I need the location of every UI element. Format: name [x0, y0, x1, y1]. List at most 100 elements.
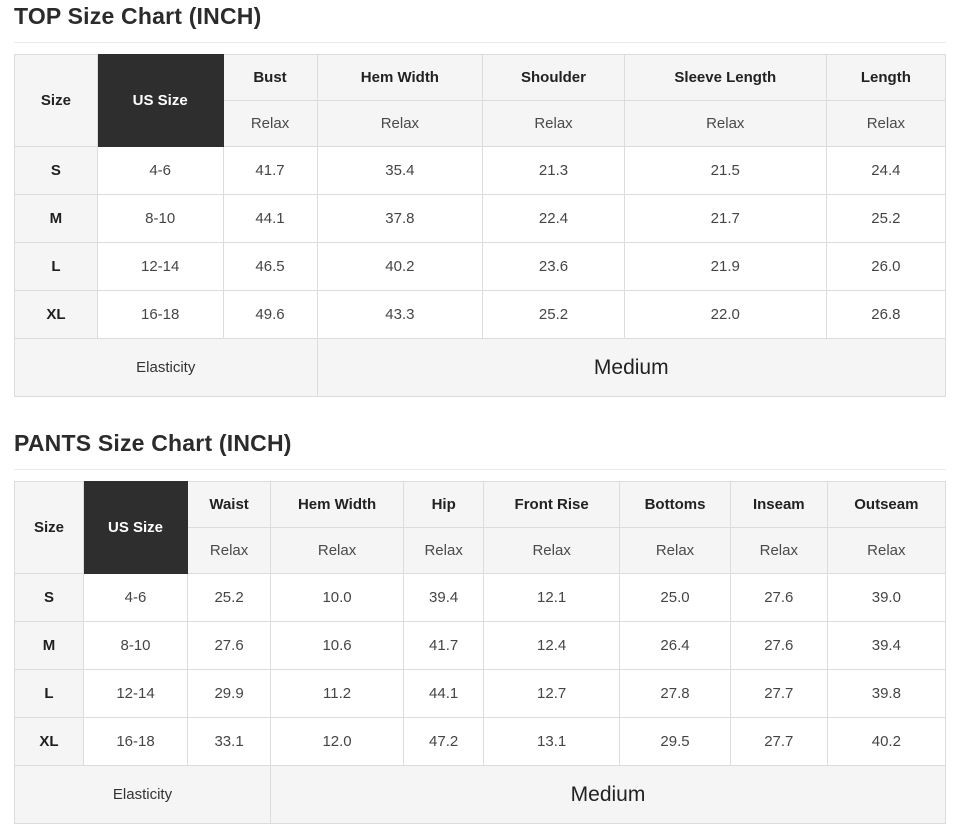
size-label: M	[14, 194, 98, 243]
measurement-value: 10.0	[269, 573, 405, 622]
measurement-value: 35.4	[316, 146, 484, 195]
measurement-value: 41.7	[222, 146, 318, 195]
us-size-value: 4-6	[96, 146, 224, 195]
elasticity-value: Medium	[270, 765, 946, 824]
measurement-value: 24.4	[825, 146, 947, 195]
size-column-header: Size	[14, 54, 98, 147]
measurement-value: 26.4	[619, 621, 731, 670]
fit-type-cell: Relax	[729, 527, 828, 574]
measurement-value: 40.2	[826, 717, 947, 766]
size-label: XL	[14, 290, 98, 339]
measurement-value: 27.6	[729, 573, 828, 622]
measurement-value: 11.2	[269, 669, 405, 718]
measurement-value: 21.7	[623, 194, 827, 243]
us-size-value: 12-14	[96, 242, 224, 291]
measurement-value: 39.8	[826, 669, 947, 718]
fit-type-cell: Relax	[826, 527, 947, 574]
measurement-value: 44.1	[403, 669, 485, 718]
table-row-xl: XL 16-18 49.6 43.3 25.2 22.0 26.8	[14, 290, 947, 339]
measurement-value: 13.1	[483, 717, 621, 766]
top-size-chart-section: TOP Size Chart (INCH) Size US Size Bust …	[14, 3, 947, 397]
measurement-value: 29.9	[187, 669, 271, 718]
column-header-front-rise: Front Rise	[483, 481, 621, 528]
us-size-value: 16-18	[82, 717, 189, 766]
pants-chart-title: PANTS Size Chart (INCH)	[14, 430, 292, 456]
measurement-value: 37.8	[316, 194, 484, 243]
measurement-value: 25.2	[825, 194, 947, 243]
size-label: S	[14, 573, 84, 622]
measurement-value: 12.0	[269, 717, 405, 766]
measurement-value: 27.6	[729, 621, 828, 670]
title-divider	[14, 42, 946, 43]
top-size-table: Size US Size Bust Hem Width Shoulder Sle…	[14, 54, 947, 397]
size-label: XL	[14, 717, 84, 766]
us-size-value: 8-10	[82, 621, 189, 670]
measurement-value: 25.2	[482, 290, 625, 339]
table-row-s: S 4-6 25.2 10.0 39.4 12.1 25.0 27.6 39.0	[14, 573, 947, 622]
measurement-value: 27.6	[187, 621, 271, 670]
measurement-value: 23.6	[482, 242, 625, 291]
table-row-m: M 8-10 27.6 10.6 41.7 12.4 26.4 27.6 39.…	[14, 621, 947, 670]
elasticity-row: Elasticity Medium	[14, 765, 946, 824]
measurement-value: 44.1	[222, 194, 318, 243]
header-row-measures: Size US Size Bust Hem Width Shoulder Sle…	[14, 54, 947, 147]
table-row-l: L 12-14 46.5 40.2 23.6 21.9 26.0	[14, 242, 947, 291]
measurement-value: 22.4	[482, 194, 625, 243]
measurement-value: 12.1	[483, 573, 621, 622]
title-divider	[14, 469, 946, 470]
column-header-hem-width: Hem Width	[269, 481, 405, 528]
elasticity-value: Medium	[316, 338, 947, 397]
fit-type-cell: Relax	[269, 527, 405, 574]
column-header-outseam: Outseam	[826, 481, 947, 528]
header-row-fit: Relax Relax Relax Relax Relax Relax Rela…	[15, 527, 947, 574]
us-size-value: 8-10	[96, 194, 224, 243]
size-label: S	[14, 146, 98, 195]
column-header-inseam: Inseam	[729, 481, 828, 528]
size-label: L	[14, 242, 98, 291]
column-header-bottoms: Bottoms	[619, 481, 731, 528]
column-header-hip: Hip	[403, 481, 485, 528]
elasticity-label: Elasticity	[14, 765, 271, 824]
measurement-value: 49.6	[222, 290, 318, 339]
size-column-header: Size	[14, 481, 84, 574]
header-row-measures: Size US Size Waist Hem Width Hip Front R…	[14, 481, 947, 574]
header-row-fit: Relax Relax Relax Relax Relax	[15, 100, 947, 147]
table-row-s: S 4-6 41.7 35.4 21.3 21.5 24.4	[14, 146, 947, 195]
column-header-hem-width: Hem Width	[316, 54, 484, 101]
column-header-length: Length	[825, 54, 947, 101]
measurement-value: 46.5	[222, 242, 318, 291]
table-row-m: M 8-10 44.1 37.8 22.4 21.7 25.2	[14, 194, 947, 243]
fit-type-cell: Relax	[619, 527, 731, 574]
measurement-value: 39.0	[826, 573, 947, 622]
fit-type-cell: Relax	[316, 100, 484, 147]
measurement-value: 25.0	[619, 573, 731, 622]
column-header-shoulder: Shoulder	[482, 54, 625, 101]
fit-type-cell: Relax	[187, 527, 271, 574]
top-chart-title: TOP Size Chart (INCH)	[14, 3, 262, 29]
measurement-value: 21.3	[482, 146, 625, 195]
measurement-value: 40.2	[316, 242, 484, 291]
fit-type-cell: Relax	[222, 100, 318, 147]
column-header-bust: Bust	[222, 54, 318, 101]
fit-type-cell: Relax	[403, 527, 485, 574]
measurement-value: 33.1	[187, 717, 271, 766]
pants-size-chart-section: PANTS Size Chart (INCH) Size US Size Wai…	[14, 430, 947, 824]
column-header-waist: Waist	[187, 481, 271, 528]
table-row-l: L 12-14 29.9 11.2 44.1 12.7 27.8 27.7 39…	[14, 669, 947, 718]
measurement-value: 29.5	[619, 717, 731, 766]
size-label: M	[14, 621, 84, 670]
elasticity-label: Elasticity	[14, 338, 318, 397]
measurement-value: 26.0	[825, 242, 947, 291]
measurement-value: 47.2	[403, 717, 485, 766]
measurement-value: 27.7	[729, 669, 828, 718]
measurement-value: 21.9	[623, 242, 827, 291]
measurement-value: 39.4	[403, 573, 485, 622]
measurement-value: 26.8	[825, 290, 947, 339]
measurement-value: 27.8	[619, 669, 731, 718]
measurement-value: 27.7	[729, 717, 828, 766]
us-size-value: 12-14	[82, 669, 189, 718]
measurement-value: 39.4	[826, 621, 947, 670]
us-size-column-header: US Size	[96, 54, 224, 147]
measurement-value: 12.7	[483, 669, 621, 718]
pants-size-table: Size US Size Waist Hem Width Hip Front R…	[14, 481, 947, 824]
